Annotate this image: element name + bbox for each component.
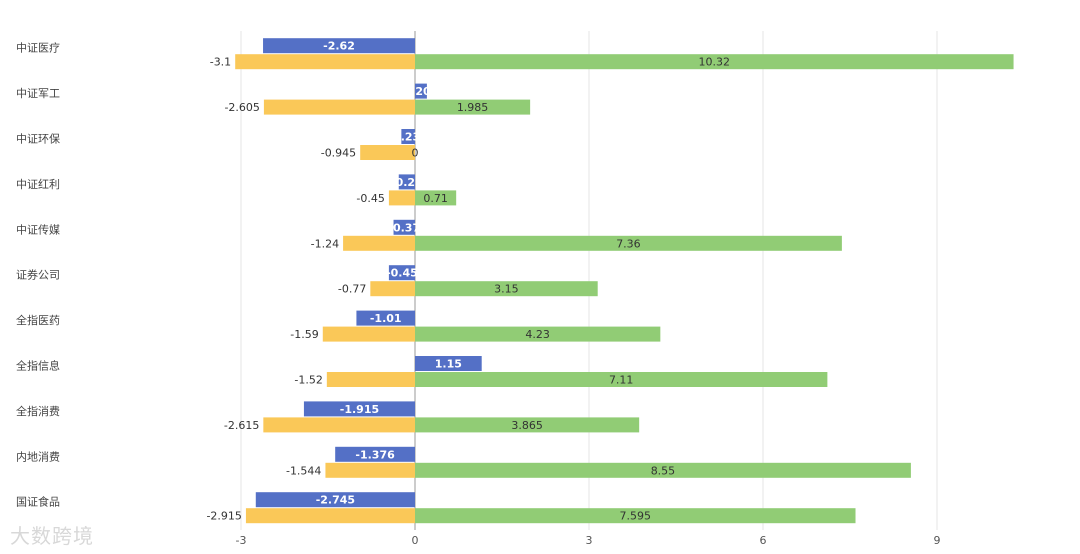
bar-series-2 — [263, 417, 415, 433]
bar-series-1 — [401, 129, 415, 144]
bars — [235, 38, 1014, 524]
data-label: -1.376 — [355, 448, 395, 461]
bar-series-2 — [326, 372, 415, 387]
bar-series-2 — [388, 190, 415, 206]
bar-series-3 — [415, 99, 531, 115]
bar-series-1 — [303, 401, 415, 417]
category-label: 内地消费 — [16, 449, 60, 463]
x-tick-label: 3 — [586, 534, 593, 547]
bar-series-2 — [325, 462, 415, 478]
bar-series-3 — [415, 190, 457, 206]
data-label: -2.62 — [323, 40, 355, 53]
bar-series-2 — [360, 145, 415, 160]
bar-series-1 — [335, 446, 415, 462]
category-label: 全指信息 — [16, 359, 60, 373]
value-labels: -2.62 -3.1 10.32 0.205 -2.605 1.985 -0.235 -0.9… — [206, 40, 730, 523]
data-label: 8.55 — [651, 464, 676, 477]
data-label: 7.36 — [616, 237, 641, 250]
bar-series-2 — [245, 508, 415, 524]
bar-series-2 — [235, 54, 415, 70]
bar-series-2 — [370, 281, 415, 297]
data-label: 0 — [412, 147, 419, 160]
data-label: 10.32 — [699, 56, 731, 69]
data-label: -0.37 — [388, 221, 420, 234]
data-label: -0.45 — [356, 192, 384, 205]
bar-series-2 — [322, 326, 415, 342]
data-label: -1.52 — [294, 374, 322, 387]
category-label: 中证军工 — [16, 87, 60, 100]
data-label: -2.915 — [206, 510, 241, 523]
data-label: -2.745 — [316, 494, 355, 507]
bar-series-1 — [415, 83, 427, 99]
category-labels: 中证医疗中证军工中证环保中证红利中证传媒证券公司全指医药全指信息全指消费内地消费… — [16, 41, 60, 509]
category-label: 中证传媒 — [16, 223, 60, 236]
data-label: 7.595 — [620, 510, 652, 523]
bar-series-3 — [415, 235, 842, 251]
data-label: -3.1 — [210, 56, 231, 69]
bar-series-1 — [398, 174, 415, 190]
category-label: 中证医疗 — [16, 41, 60, 55]
category-label: 中证环保 — [16, 132, 60, 146]
category-label: 全指医药 — [16, 313, 60, 327]
bar-series-1 — [356, 310, 415, 326]
bar-series-3 — [415, 462, 911, 478]
x-tick-label: 6 — [760, 534, 767, 547]
bar-series-1 — [393, 219, 415, 235]
data-label: -1.24 — [311, 237, 339, 250]
bar-series-1 — [388, 265, 415, 281]
data-label: -0.28 — [391, 176, 423, 189]
category-label: 证券公司 — [16, 268, 60, 282]
bar-series-1 — [263, 38, 415, 54]
data-label: 3.865 — [511, 419, 543, 432]
category-label: 国证食品 — [16, 495, 60, 509]
data-label: 3.15 — [494, 283, 519, 296]
category-label: 全指消费 — [16, 404, 60, 418]
bar-series-3 — [415, 326, 661, 342]
data-label: 0.71 — [423, 192, 448, 205]
x-tick-label: 0 — [412, 534, 419, 547]
bar-series-3 — [415, 372, 828, 387]
data-label: -1.544 — [286, 464, 321, 477]
bar-series-3 — [415, 508, 856, 524]
bar-series-2 — [343, 235, 415, 251]
data-label: 4.23 — [525, 328, 550, 341]
x-axis-ticks: -3 0 3 6 9 — [236, 534, 941, 547]
bar-series-3 — [415, 417, 640, 433]
data-label: 1.985 — [457, 101, 489, 114]
watermark-logo: 大数跨境 — [10, 524, 94, 548]
data-label: 0.205 — [404, 85, 439, 98]
bar-series-3 — [415, 54, 1014, 70]
bar-series-2 — [263, 99, 415, 115]
data-label: -1.915 — [340, 403, 379, 416]
x-tick-label: 9 — [934, 534, 941, 547]
data-label: -1.59 — [290, 328, 318, 341]
data-label: -2.605 — [224, 101, 259, 114]
data-label: -1.01 — [370, 312, 402, 325]
bar-series-3 — [415, 281, 598, 297]
category-label: 中证红利 — [16, 178, 60, 191]
data-label: -0.77 — [338, 283, 366, 296]
bar-series-1 — [415, 356, 482, 371]
x-tick-label: -3 — [236, 534, 247, 547]
bar-series-1 — [255, 492, 415, 508]
data-label: -0.945 — [321, 147, 356, 160]
data-label: 7.11 — [609, 374, 634, 387]
data-label: -0.235 — [389, 131, 428, 144]
data-label: -0.45 — [386, 267, 418, 280]
data-label: 1.15 — [435, 358, 462, 371]
data-label: -2.615 — [224, 419, 259, 432]
